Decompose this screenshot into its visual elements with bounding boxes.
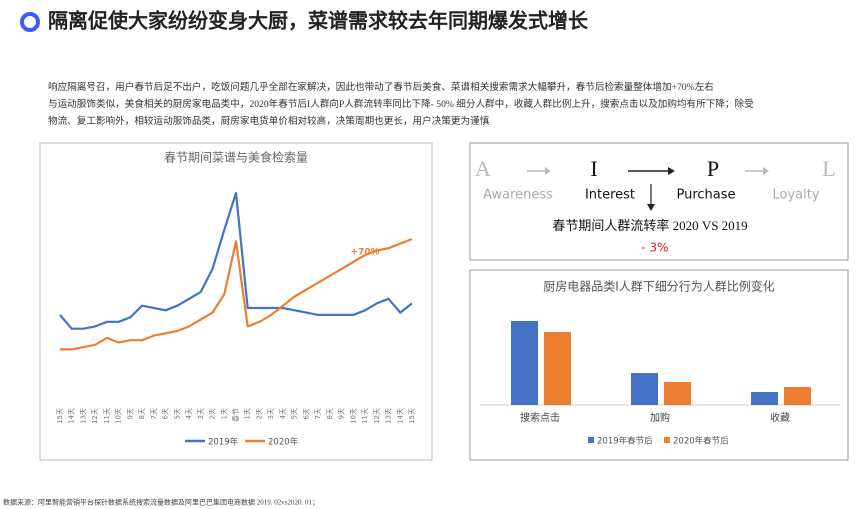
x-tick-label: 15天 <box>408 408 416 424</box>
bar <box>631 373 658 405</box>
x-tick-label: 10天 <box>115 408 123 424</box>
x-tick-label: 12天 <box>373 408 381 424</box>
annotation: +70% <box>350 248 379 258</box>
stage-letter: P <box>707 156 719 181</box>
funnel-arrows <box>527 167 769 211</box>
paragraph-line: 物流、复工影响外，相较运动服饰品类，厨房家电货单价相对较高，决策周期也更长，用户… <box>48 115 490 127</box>
x-tick-label: 搜索点击 <box>520 411 560 424</box>
x-tick-label: 6天 <box>302 408 310 419</box>
funnel-change: - 3% <box>641 241 668 255</box>
x-tick-label: 2天 <box>209 408 217 419</box>
x-tick-label: 6天 <box>162 408 170 419</box>
legend-swatch <box>664 437 670 443</box>
x-tick-label: 7天 <box>150 408 158 419</box>
x-tick-label: 4天 <box>279 408 287 419</box>
bar <box>511 321 538 405</box>
x-tick-label: 1天 <box>244 408 252 419</box>
line <box>60 237 413 351</box>
paragraph-line: 与运动服饰类似，美食相关的厨房家电品类中，2020年春节后I人群向P人群流转率同… <box>48 98 754 110</box>
legend-label: 2019年 <box>208 437 239 448</box>
x-tick-label: 2天 <box>255 408 263 419</box>
x-tick-label: 12天 <box>91 408 99 424</box>
legend-label: 2020年春节后 <box>673 436 729 447</box>
stage-name: Loyalty <box>772 188 819 203</box>
title: 隔离促使大家纷纷变身大厨，菜谱需求较去年同期爆发式增长 <box>48 9 589 33</box>
x-tick-label: 8天 <box>138 408 146 419</box>
funnel-frame <box>469 142 849 261</box>
legend-label: 2020年 <box>268 437 299 448</box>
x-tick-label: 15天 <box>56 408 64 424</box>
stage-name: Awareness <box>483 188 553 203</box>
x-tick-label: 1天 <box>220 408 228 419</box>
x-tick-label: 11天 <box>103 408 111 424</box>
x-tick-label: 5天 <box>173 408 181 419</box>
stage-name: Interest <box>585 188 635 203</box>
x-tick-label: 13天 <box>385 408 393 424</box>
x-tick-label: 14天 <box>396 408 404 424</box>
x-tick-label: 11天 <box>361 408 369 424</box>
x-tick-label: 春节 <box>231 408 240 422</box>
legend-label: 2019年春节后 <box>597 436 653 447</box>
stage-letter: L <box>822 156 835 181</box>
legend-swatch <box>588 437 594 443</box>
x-tick-label: 5天 <box>291 408 299 419</box>
footer: 数据来源：阿里智能营销平台探针数据系统搜索流量数据及阿里巴巴集团电商数据 201… <box>3 498 319 507</box>
chart-title: 春节期间菜谱与美食检索量 <box>164 150 308 165</box>
paragraph-line: 响应隔离号召，用户春节后足不出户，吃饭问题几乎全部在家解决，因此也带动了春节后美… <box>48 81 714 93</box>
x-tick-label: 收藏 <box>770 411 790 424</box>
x-tick-label: 10天 <box>349 408 357 424</box>
x-tick-label: 8天 <box>326 408 334 419</box>
bar <box>544 332 571 405</box>
chart-title: 厨房电器品类I人群下细分行为人群比例变化 <box>543 279 775 294</box>
x-tick-label: 4天 <box>185 408 193 419</box>
stage-letter: I <box>590 156 597 181</box>
funnel-title: 春节期间人群流转率 2020 VS 2019 <box>552 218 747 233</box>
line <box>59 191 413 330</box>
x-tick-label: 3天 <box>197 408 205 419</box>
stage-letter: A <box>475 156 491 181</box>
x-tick-label: 14天 <box>68 408 76 424</box>
bar <box>751 392 778 405</box>
bar-chart-frame <box>469 269 849 461</box>
x-tick-label: 加购 <box>650 411 670 424</box>
stage-name: Purchase <box>676 188 735 203</box>
line-chart-frame <box>39 142 433 461</box>
x-tick-label: 9天 <box>126 408 134 419</box>
title-icon <box>20 12 40 32</box>
x-tick-label: 9天 <box>338 408 346 419</box>
x-tick-label: 7天 <box>314 408 322 419</box>
bar <box>784 387 811 405</box>
bar <box>664 382 691 405</box>
x-tick-label: 13天 <box>79 408 87 424</box>
x-tick-label: 3天 <box>267 408 275 419</box>
